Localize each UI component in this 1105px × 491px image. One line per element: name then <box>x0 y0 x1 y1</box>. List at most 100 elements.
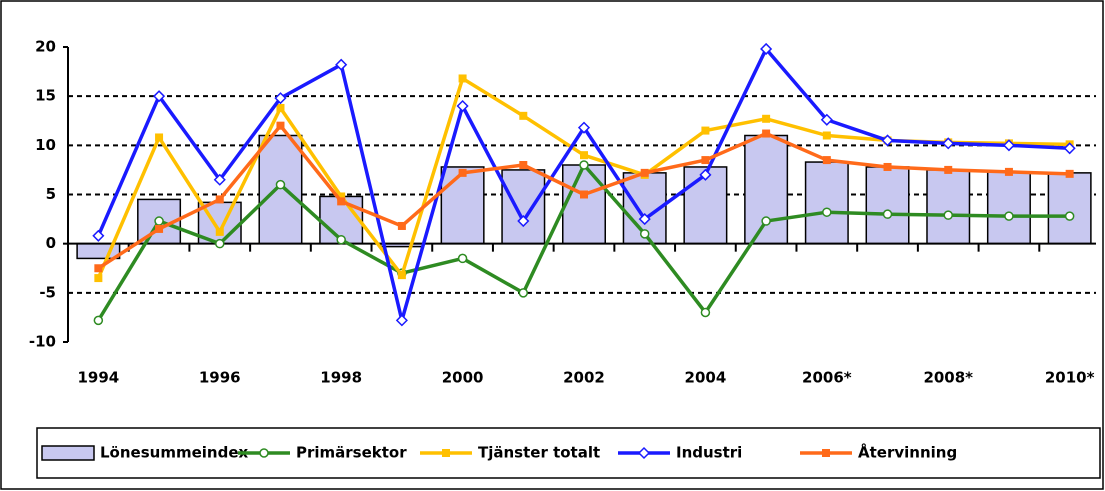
legend-label: Lönesummeindex <box>100 444 248 462</box>
point <box>276 103 285 112</box>
point <box>456 99 469 113</box>
point <box>1065 169 1074 178</box>
point <box>519 111 528 120</box>
point <box>822 156 831 165</box>
bar <box>562 164 606 245</box>
bar <box>501 169 546 245</box>
bar <box>440 166 485 245</box>
x-tick-label: 2006* <box>802 369 852 387</box>
point <box>579 160 589 170</box>
point <box>152 90 166 103</box>
y-tick-label: -10 <box>29 333 56 351</box>
x-tick-label: 2000 <box>442 369 484 387</box>
point <box>822 207 832 217</box>
point <box>942 137 955 150</box>
point <box>881 134 894 147</box>
point <box>215 227 224 236</box>
x-tick-label: 2002 <box>563 369 605 387</box>
point <box>762 114 771 123</box>
point <box>275 179 286 190</box>
point <box>94 264 103 273</box>
point <box>761 216 771 226</box>
x-tick-label: 2008* <box>923 369 973 387</box>
point <box>518 288 529 298</box>
x-tick-label: 1998 <box>320 369 362 387</box>
legend-label: Primärsektor <box>296 444 407 462</box>
point <box>335 58 348 71</box>
y-tick-label: -5 <box>39 283 56 301</box>
point <box>701 156 710 165</box>
legend-label: Industri <box>676 444 742 462</box>
point <box>1064 211 1075 221</box>
y-tick-label: 0 <box>46 234 56 252</box>
point <box>700 307 711 318</box>
point <box>397 221 406 230</box>
legend-marker <box>442 449 450 457</box>
legend-marker <box>259 448 269 458</box>
bar <box>744 134 789 245</box>
point <box>215 195 224 204</box>
point <box>457 253 468 264</box>
bar <box>926 169 971 245</box>
legend-label: Tjänster totalt <box>478 444 600 462</box>
y-tick-label: 20 <box>35 38 56 56</box>
point <box>155 224 164 233</box>
point <box>337 197 346 206</box>
point <box>517 214 530 228</box>
point <box>762 129 771 138</box>
point <box>213 173 226 186</box>
point <box>882 209 893 219</box>
y-tick-label: 15 <box>35 87 56 105</box>
legend-box <box>36 427 1101 479</box>
legend-marker <box>822 449 830 457</box>
bar <box>258 134 303 245</box>
point <box>699 168 712 181</box>
bar <box>986 171 1031 245</box>
bar <box>865 166 910 245</box>
point <box>336 234 346 245</box>
point <box>1002 139 1016 152</box>
point <box>580 190 588 199</box>
point <box>92 229 105 242</box>
point <box>1004 211 1014 221</box>
point <box>155 133 164 142</box>
point <box>1063 142 1076 155</box>
point <box>215 238 225 249</box>
point <box>458 74 467 83</box>
point <box>397 271 406 280</box>
point <box>94 274 103 283</box>
point <box>93 315 104 326</box>
point <box>820 113 833 126</box>
point <box>337 192 346 201</box>
legend-marker <box>637 446 651 460</box>
point <box>1004 167 1013 176</box>
point <box>822 131 831 140</box>
bar <box>1047 172 1092 245</box>
bar <box>804 161 849 245</box>
x-tick-label: 1996 <box>199 369 241 387</box>
y-tick-label: 10 <box>35 136 56 154</box>
point <box>519 161 528 169</box>
point <box>883 162 892 171</box>
point <box>154 216 164 226</box>
point <box>639 229 650 239</box>
x-tick-label: 2010* <box>1045 369 1095 387</box>
x-tick-label: 1994 <box>77 369 119 387</box>
x-tick-label: 2004 <box>685 369 727 387</box>
point <box>638 213 651 226</box>
point <box>701 126 710 135</box>
point <box>395 314 408 327</box>
point <box>577 121 591 134</box>
point <box>760 42 773 56</box>
legend-label: Återvinning <box>858 443 957 462</box>
point <box>274 92 287 105</box>
point <box>943 210 953 220</box>
point <box>944 165 953 174</box>
point <box>640 168 649 177</box>
point <box>580 151 588 160</box>
y-tick-label: 5 <box>46 185 56 203</box>
legend-swatch <box>41 445 95 461</box>
point <box>276 121 285 130</box>
